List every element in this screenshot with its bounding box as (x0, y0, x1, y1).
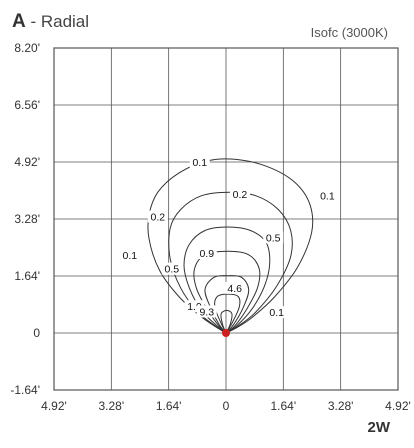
isoline-label-backdrop (119, 248, 140, 261)
isoline-label: 0.5 (266, 232, 281, 244)
isoline-label: 0.2 (151, 212, 166, 224)
isoline-label: 0.2 (233, 189, 248, 201)
y-tick-label: 6.56' (14, 98, 40, 112)
wattage-label: 2W (368, 419, 391, 436)
chart-subtitle: Isofc (3000K) (311, 25, 388, 40)
x-tick-label: 4.92' (41, 399, 67, 413)
x-tick-label: 1.64' (271, 399, 297, 413)
x-tick-label: 3.28' (99, 399, 125, 413)
y-tick-label: 0 (33, 326, 40, 340)
isoline-label: 0.1 (269, 307, 284, 319)
isoline-label-backdrop (189, 156, 210, 168)
isoline-label: 0.1 (320, 191, 335, 203)
isoline-label: 0.1 (123, 250, 138, 262)
y-tick-label: 3.28' (14, 212, 40, 226)
isoline-0-2 (168, 191, 293, 334)
isoline-label-backdrop (317, 189, 338, 202)
x-tick-label: 0 (223, 399, 230, 413)
y-tick-label: 4.92' (14, 155, 40, 169)
y-tick-label: 1.64' (14, 269, 40, 283)
light-source-dot (222, 329, 230, 337)
isoline-label: 0.5 (165, 264, 180, 276)
isoline-label: 0.9 (199, 248, 214, 260)
isoline-label: 9.3 (199, 306, 214, 318)
x-tick-label: 4.92' (385, 399, 411, 413)
y-tick-label: 8.20' (14, 41, 40, 55)
isoline-label-backdrop (196, 247, 217, 260)
isoline-9-3 (220, 309, 233, 334)
isoline-label-backdrop (229, 187, 250, 200)
plot-area: 4.92' 3.28' 1.64' 0 1.64' 3.28' 4.92' 8.20' 6.56… (10, 41, 410, 413)
isoline-4-6 (214, 293, 241, 334)
isoline-label-backdrop (196, 305, 217, 318)
isoline-label: 0.1 (192, 157, 207, 169)
isoline-label-backdrop (266, 306, 287, 319)
chart-title-text: - Radial (26, 12, 89, 31)
chart-title: A - Radial (12, 11, 89, 32)
isoline-label-backdrop (161, 262, 182, 275)
isoline-0-1 (147, 158, 314, 334)
y-tick-label: -1.64' (10, 383, 40, 397)
x-tick-label: 3.28' (328, 399, 354, 413)
chart-title-letter: A (12, 11, 26, 32)
isoline-label-backdrop (224, 281, 245, 294)
isoline-label-backdrop (147, 210, 168, 223)
isoline-label: 4.6 (227, 283, 242, 295)
isoline-label-backdrop (263, 231, 284, 244)
x-tick-label: 1.64' (156, 399, 182, 413)
